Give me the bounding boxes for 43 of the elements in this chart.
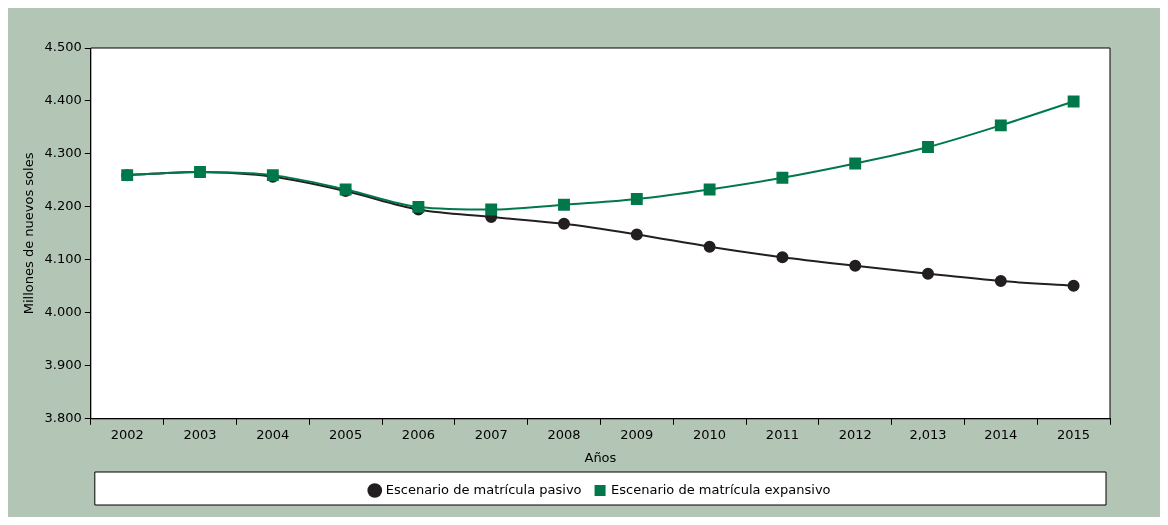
point <box>485 203 498 216</box>
x-tick-label: 2005 <box>329 426 363 442</box>
x-tick-label: 2003 <box>183 426 217 442</box>
y-tick-label: 4.400 <box>44 92 82 108</box>
x-tick-label: 2006 <box>401 426 435 442</box>
point <box>922 267 934 280</box>
point <box>994 275 1007 288</box>
point <box>703 240 716 253</box>
x-tick-label: 2004 <box>256 426 290 442</box>
point <box>1067 95 1080 108</box>
point <box>994 119 1007 132</box>
point <box>849 259 862 272</box>
point <box>776 171 789 184</box>
legend-label: Escenario de matrícula pasivo <box>385 481 582 497</box>
x-tick-label: 2015 <box>1057 426 1091 442</box>
point <box>630 193 643 205</box>
y-tick-label: 4.500 <box>44 39 82 55</box>
point <box>776 251 789 264</box>
point <box>849 157 862 170</box>
x-axis-title: Años <box>584 449 617 465</box>
y-axis-title: Millones de nuevos soles <box>21 152 37 315</box>
point <box>922 141 934 154</box>
x-tick-label: 2010 <box>693 426 727 442</box>
point <box>630 228 643 241</box>
y-tick-label: 4.100 <box>44 251 82 267</box>
x-tick-label: 2008 <box>547 426 581 442</box>
x-tick-label: 2,013 <box>909 426 947 442</box>
point <box>558 217 571 230</box>
x-tick-label: 2007 <box>474 426 508 442</box>
y-tick-label: 4.200 <box>44 198 82 214</box>
point <box>558 198 570 211</box>
x-tick-label: 2014 <box>984 426 1018 442</box>
legend-label: Escenario de matrícula expansivo <box>611 481 831 497</box>
x-tick-label: 2009 <box>620 426 654 442</box>
point <box>1067 279 1080 292</box>
x-tick-label: 2011 <box>765 426 799 442</box>
y-tick-label: 3.900 <box>44 357 82 373</box>
x-tick-label: 2002 <box>110 426 144 442</box>
y-tick-label: 4.000 <box>44 304 82 320</box>
y-tick-label: 4.300 <box>44 145 82 161</box>
y-tick-label: 3.800 <box>44 410 82 426</box>
point <box>703 183 716 196</box>
x-tick-label: 2012 <box>838 426 872 442</box>
